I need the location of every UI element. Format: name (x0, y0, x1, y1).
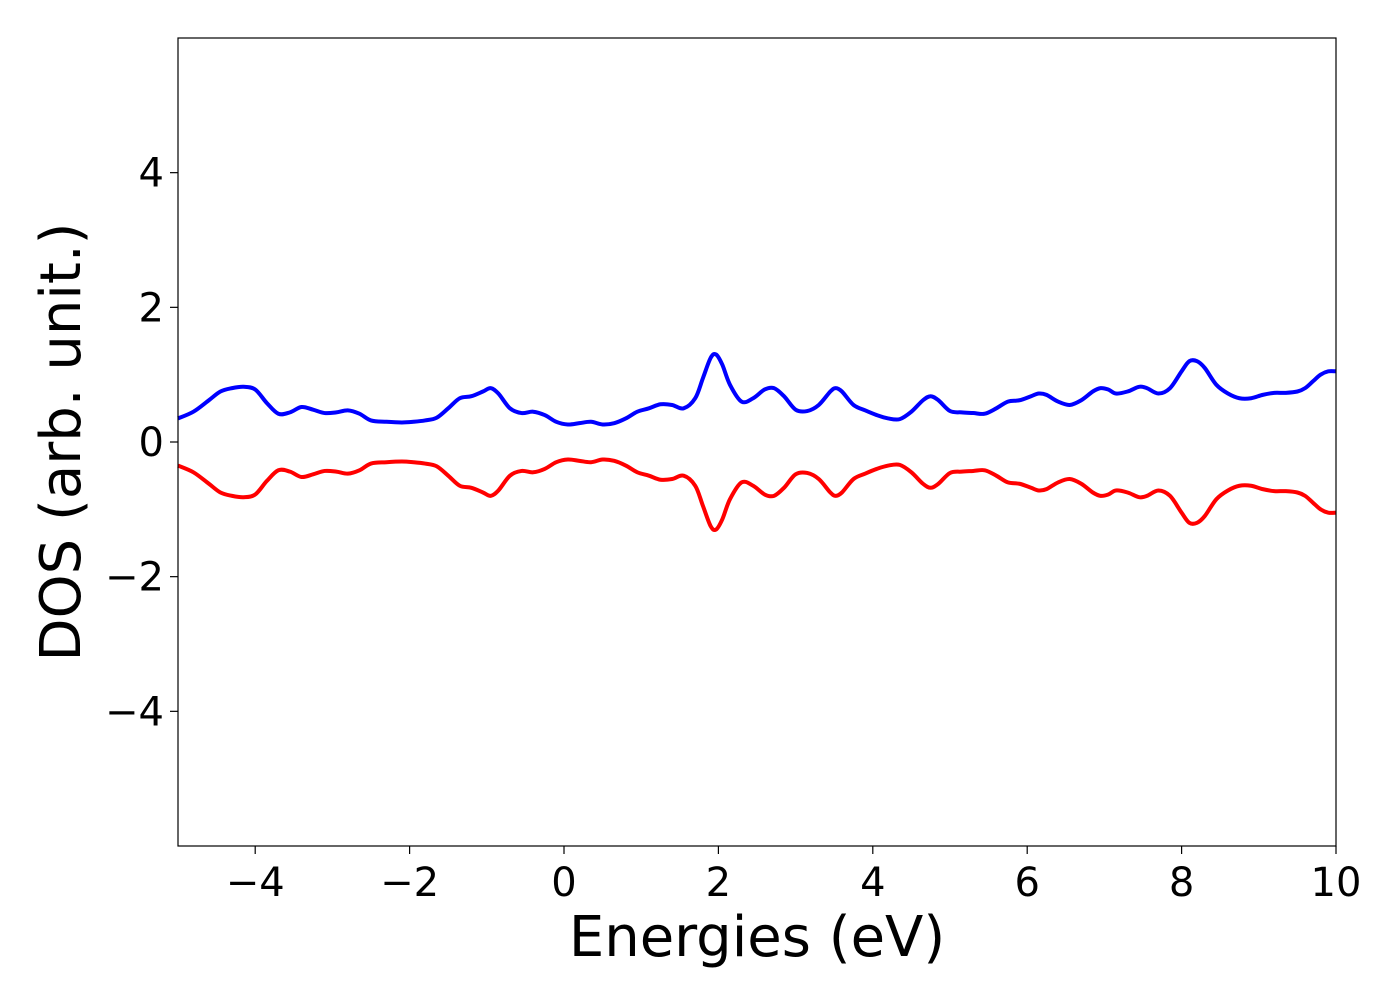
y-tick-label: −4 (105, 689, 164, 735)
series-line-spin-up (177, 351, 1337, 427)
y-tick-label: 0 (139, 420, 164, 466)
series-line-spin-down (177, 457, 1337, 533)
y-axis-ticks: −4 −2 0 2 4 (105, 151, 178, 735)
x-tick-label: 0 (551, 860, 576, 906)
x-tick-label: 8 (1169, 860, 1194, 906)
x-tick-label: 6 (1014, 860, 1039, 906)
x-tick-label: −4 (226, 860, 285, 906)
y-tick-label: 2 (139, 285, 164, 331)
x-axis-label: Energies (eV) (569, 905, 945, 970)
x-tick-label: 2 (706, 860, 731, 906)
x-axis-ticks: −4 −2 0 2 4 6 8 10 (226, 846, 1362, 906)
y-axis-label: DOS (arb. unit.) (29, 222, 94, 661)
x-tick-label: −2 (380, 860, 439, 906)
y-tick-label: −2 (105, 555, 164, 601)
x-tick-label: 10 (1311, 860, 1362, 906)
x-tick-label: 4 (860, 860, 885, 906)
y-tick-label: 4 (139, 151, 164, 197)
series-layer (177, 351, 1337, 533)
